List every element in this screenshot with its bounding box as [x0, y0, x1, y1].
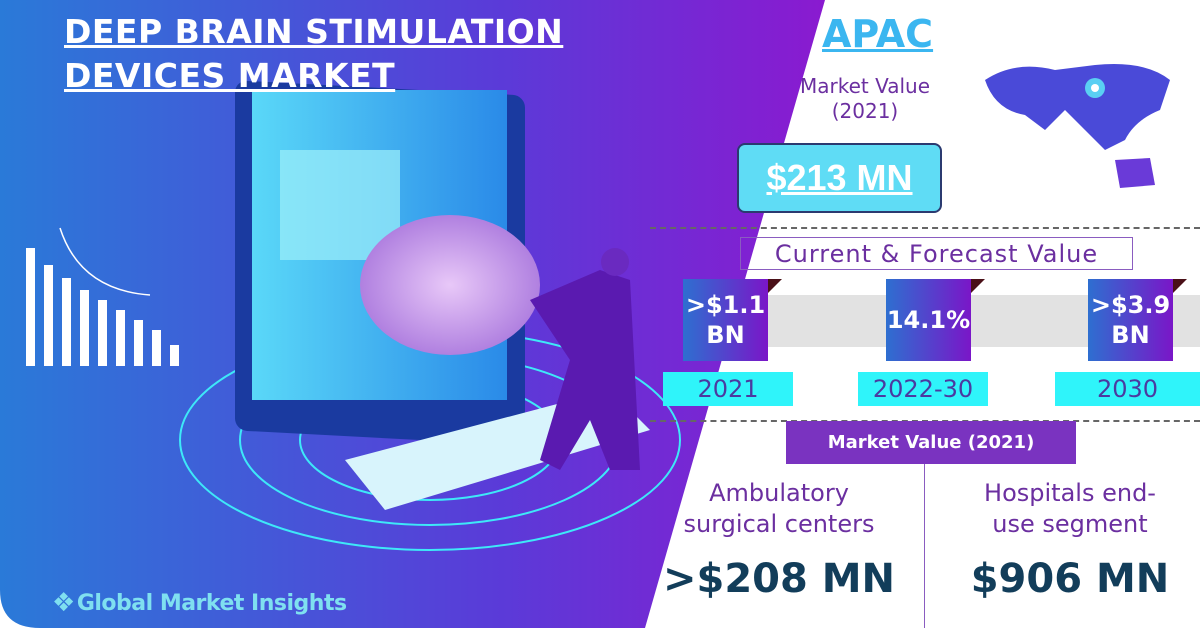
world-map-icon [985, 64, 1170, 188]
title-line: DEVICES MARKET [64, 56, 396, 95]
label-line: Ambulatory [709, 479, 849, 507]
segment-value: $906 MN [970, 556, 1170, 602]
label-line: use segment [992, 510, 1148, 538]
segment-divider [924, 464, 925, 628]
value-line: >$1.1 [685, 291, 766, 319]
segment-value: >$208 MN [662, 556, 896, 602]
period-label: 2030 [1055, 372, 1200, 406]
segment-label: Ambulatory surgical centers [654, 478, 904, 540]
value-line: >$3.9 [1090, 291, 1171, 319]
label-line: Hospitals end- [984, 479, 1156, 507]
page-title: DEEP BRAIN STIMULATION DEVICES MARKET [64, 10, 563, 98]
company-logo: ❖ Global Market Insights [52, 588, 347, 618]
region-title: APAC [822, 12, 934, 56]
region-market-value-label: Market Value (2021) [770, 74, 960, 124]
label-line: Market Value [799, 74, 931, 98]
forecast-cagr: 14.1% [886, 279, 985, 361]
title-line: DEEP BRAIN STIMULATION [64, 12, 564, 51]
bar-chart-icon [26, 248, 179, 366]
logo-diamond-icon: ❖ [52, 588, 75, 618]
label-line: surgical centers [683, 510, 875, 538]
segment-heading: Market Value (2021) [786, 421, 1076, 464]
forecast-value-2030: >$3.9 BN [1088, 279, 1187, 361]
value-line: BN [1111, 321, 1150, 349]
forecast-value-2021: >$1.1 BN [683, 279, 782, 361]
forecast-heading: Current & Forecast Value [740, 237, 1133, 270]
segment-label: Hospitals end-use segment [945, 478, 1195, 540]
logo-text: Global Market Insights [76, 590, 347, 616]
period-label: 2022-30 [858, 372, 988, 406]
region-value: $213 MN [737, 143, 942, 213]
label-line: (2021) [831, 99, 899, 123]
divider [650, 227, 1200, 229]
value-line: 14.1% [886, 306, 971, 334]
period-label: 2021 [663, 372, 793, 406]
value-line: BN [706, 321, 745, 349]
